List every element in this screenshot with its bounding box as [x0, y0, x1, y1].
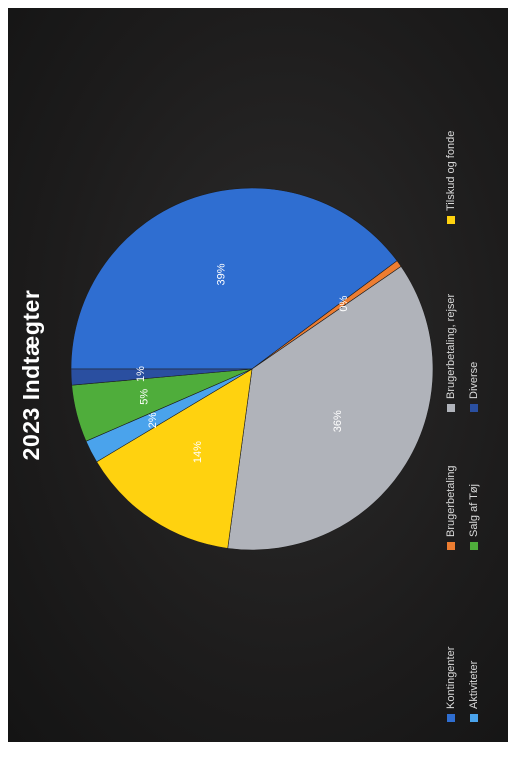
data-label: 2% — [147, 412, 159, 428]
pie-chart: 39% 0% 36% 14% 2% 5% 1% — [70, 187, 434, 551]
data-label: 36% — [332, 410, 344, 432]
pie-slice-brugerbetaling-rejser — [227, 265, 434, 551]
pie-slice-diverse — [70, 368, 253, 386]
data-label: 39% — [216, 263, 228, 285]
slide: 2023 Indtægter 39% 0% 36% 14% 2% 5% 1% Konting… — [8, 8, 508, 742]
pie-slice-tilskud-og-fonde — [96, 368, 253, 549]
rotated-chart: 2023 Indtægter 39% 0% 36% 14% 2% 5% 1% Konting… — [8, 8, 508, 742]
data-label: 5% — [138, 389, 150, 405]
data-label: 14% — [192, 441, 204, 463]
data-label: 1% — [135, 366, 147, 382]
pie-slice-kontingenter — [70, 187, 398, 370]
data-label: 0% — [338, 295, 350, 311]
